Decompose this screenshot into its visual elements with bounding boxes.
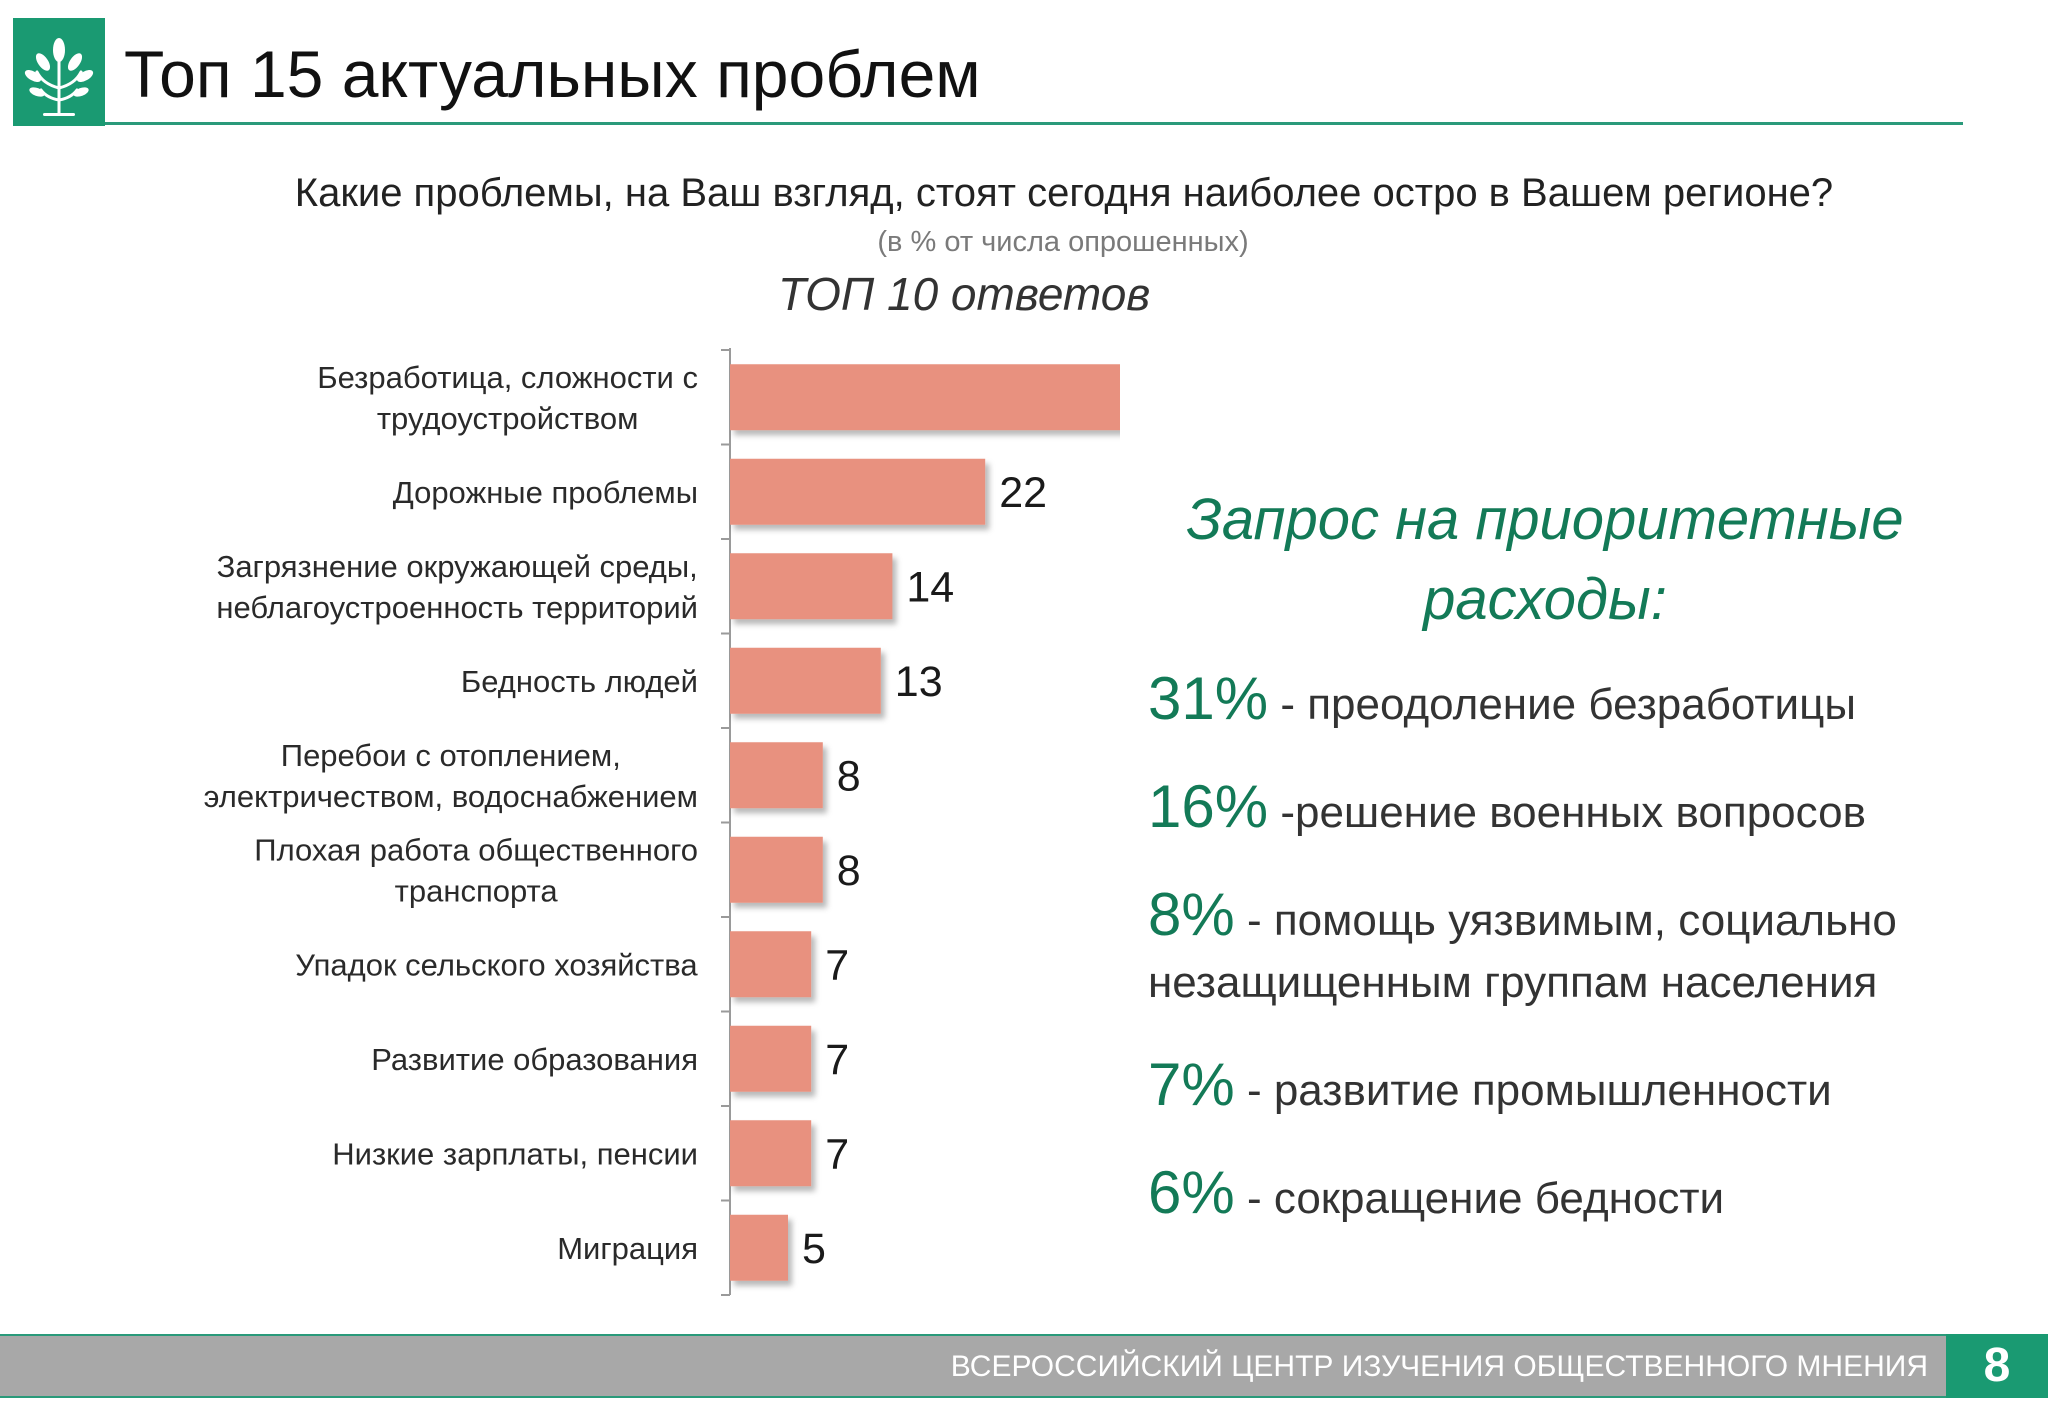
- priority-item: 16% -решение военных вопросов: [1148, 776, 2028, 844]
- priority-item: 8% - помощь уязвимым, социально незащище…: [1148, 884, 2028, 1014]
- bar: [730, 931, 812, 998]
- footer-bar: ВСЕРОССИЙСКИЙ ЦЕНТР ИЗУЧЕНИЯ ОБЩЕСТВЕННО…: [0, 1334, 1946, 1398]
- priority-percent: 16%: [1148, 773, 1269, 840]
- category-label-line: электричеством, водоснабжением: [204, 779, 698, 814]
- priority-item: 7% - развитие промышленности: [1148, 1054, 2028, 1122]
- data-label: 13: [895, 658, 943, 706]
- data-label: 8: [837, 752, 861, 800]
- priority-heading-line-2: расходы:: [1423, 567, 1667, 632]
- chart-heading: ТОП 10 ответов: [778, 268, 1151, 320]
- priority-text: - преодоление безработицы: [1268, 680, 1856, 729]
- bar: [730, 647, 881, 714]
- category-label-line: Плохая работа общественного: [254, 832, 698, 867]
- priority-percent: 7%: [1148, 1051, 1235, 1118]
- category-label-line: неблагоустроенность территорий: [216, 590, 698, 625]
- data-label: 7: [825, 941, 849, 989]
- category-label-line: Миграция: [557, 1231, 698, 1266]
- category-label-line: Дорожные проблемы: [393, 475, 698, 510]
- survey-question: Какие проблемы, на Ваш взгляд, стоят сег…: [294, 171, 1834, 215]
- priority-spending-heading: Запрос на приоритетные расходы:: [1120, 480, 1970, 640]
- priority-text-continued: незащищенным группам населения: [1148, 958, 1878, 1007]
- priority-text: - развитие промышленности: [1234, 1066, 1832, 1115]
- category-label-line: Упадок сельского хозяйства: [295, 947, 698, 982]
- bar: [730, 1120, 812, 1187]
- data-label: 5: [802, 1225, 826, 1273]
- category-label: Безработица, сложности с трудоустройством: [317, 360, 698, 436]
- data-label: 7: [825, 1036, 849, 1084]
- bar: [730, 458, 986, 525]
- category-label-line: Бедность людей: [461, 664, 698, 699]
- priority-text: - сокращение бедности: [1234, 1174, 1725, 1223]
- page-title: Топ 15 актуальных проблем: [124, 37, 981, 111]
- logo-divider: [13, 122, 105, 125]
- priority-text: -решение военных вопросов: [1268, 788, 1866, 837]
- category-label-line: Загрязнение окружающей среды,: [217, 549, 698, 584]
- category-label-line: транспорта: [395, 873, 559, 908]
- data-label: 22: [999, 469, 1047, 517]
- bar: [730, 1025, 812, 1092]
- priority-spending-list: 31% - преодоление безработицы 16% -решен…: [1148, 668, 2028, 1270]
- category-label: Низкие зарплаты, пенсии: [332, 1136, 698, 1171]
- priority-item: 31% - преодоление безработицы: [1148, 668, 2028, 736]
- bar: [730, 742, 823, 809]
- tree-logo-icon: [24, 38, 94, 116]
- category-label: Упадок сельского хозяйства: [295, 947, 698, 982]
- category-label: Загрязнение окружающей среды, неблагоустр…: [216, 549, 698, 625]
- bar: [730, 364, 1120, 431]
- bar: [730, 836, 823, 903]
- category-label-line: Низкие зарплаты, пенсии: [332, 1136, 698, 1171]
- category-label-line: Безработица, сложности с: [317, 360, 698, 395]
- category-label-line: трудоустройством: [377, 401, 639, 436]
- priority-text: - помощь уязвимым, социально: [1234, 896, 1897, 945]
- category-label: Миграция: [557, 1231, 698, 1266]
- category-label-line: Развитие образования: [371, 1042, 698, 1077]
- priority-percent: 31%: [1148, 665, 1269, 732]
- priority-item: 6% - сокращение бедности: [1148, 1162, 2028, 1230]
- priority-heading-line-1: Запрос на приоритетные: [1186, 487, 1904, 552]
- bar: [730, 1214, 788, 1281]
- header-divider: [13, 122, 1963, 125]
- logo: [13, 18, 105, 126]
- bar-chart: Безработица, сложности с трудоустройством…: [204, 348, 1120, 1296]
- priority-percent: 8%: [1148, 881, 1235, 948]
- category-label-line: Перебои с отоплением,: [281, 738, 621, 773]
- organization-name: ВСЕРОССИЙСКИЙ ЦЕНТР ИЗУЧЕНИЯ ОБЩЕСТВЕННО…: [950, 1350, 1928, 1383]
- bar: [730, 553, 893, 620]
- data-label: 8: [837, 847, 861, 895]
- category-label: Бедность людей: [461, 664, 698, 699]
- unit-note: (в % от числа опрошенных): [877, 226, 1249, 258]
- category-label: Плохая работа общественного транспорта: [254, 832, 698, 908]
- category-label: Перебои с отоплением, электричеством, вод…: [204, 738, 698, 814]
- category-label: Дорожные проблемы: [393, 475, 698, 510]
- data-label: 14: [906, 563, 954, 611]
- page-number: 8: [1946, 1334, 2048, 1398]
- data-label: 7: [825, 1130, 849, 1178]
- priority-percent: 6%: [1148, 1159, 1235, 1226]
- category-label: Развитие образования: [371, 1042, 698, 1077]
